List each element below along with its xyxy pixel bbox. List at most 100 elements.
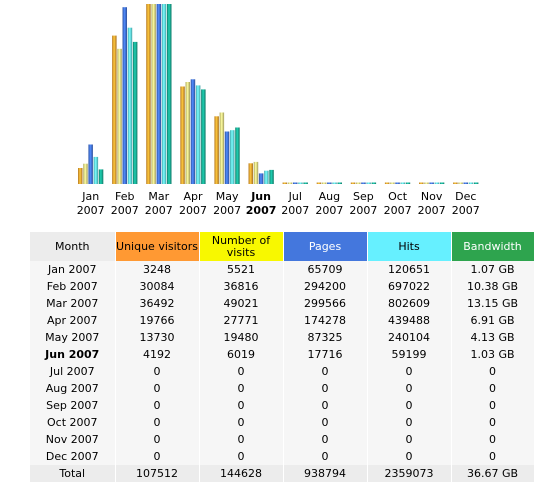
cell-month: Mar 2007	[30, 295, 116, 312]
cell-hits: 0	[367, 431, 452, 448]
x-tick-year-aug: 2007	[315, 204, 343, 217]
bar-visits-apr	[185, 82, 190, 184]
cell-month: Jun 2007	[30, 346, 116, 363]
x-tick-month-feb: Feb	[115, 190, 134, 203]
table-row: Dec 2007 0 0 0 0 0	[30, 448, 535, 465]
bar-uv-oct	[384, 182, 390, 184]
cell-bandwidth: 10.38 GB	[451, 278, 535, 295]
bar-uv-sep	[350, 182, 356, 184]
bar-visits-jun	[253, 161, 259, 184]
bar-bw-feb	[132, 41, 138, 185]
cell-pages: 65709	[283, 261, 368, 278]
x-tick-month-jul: Jul	[288, 190, 302, 203]
cell-pages: 0	[283, 448, 368, 465]
total-hits: 2359073	[367, 465, 452, 482]
cell-visits: 19480	[199, 329, 284, 346]
x-tick-year-sep: 2007	[349, 204, 377, 217]
bar-bw-nov	[439, 182, 445, 184]
x-tick-year-apr: 2007	[179, 204, 207, 217]
cell-bandwidth: 0	[451, 380, 535, 397]
cell-hits: 439488	[367, 312, 452, 329]
bar-pages-feb	[122, 7, 127, 185]
bar-uv-mar	[146, 4, 151, 184]
cell-visits: 27771	[199, 312, 284, 329]
bar-visits-may	[219, 112, 225, 184]
cell-pages: 0	[283, 397, 368, 414]
bar-pages-sep	[361, 182, 366, 184]
bar-hits-feb	[127, 27, 133, 185]
cell-bandwidth: 13.15 GB	[451, 295, 535, 312]
cell-unique-visitors: 30084	[115, 278, 200, 295]
header-number-of-visits: Number of visits	[199, 232, 284, 261]
bar-pages-jun	[258, 173, 264, 184]
x-tick-year-jan: 2007	[77, 204, 105, 217]
total-pages: 938794	[283, 465, 368, 482]
bar-visits-nov	[424, 182, 429, 184]
table-row: Oct 2007 0 0 0 0 0	[30, 414, 535, 431]
cell-month: Feb 2007	[30, 278, 116, 295]
bar-bw-dec	[473, 182, 479, 184]
bar-hits-nov	[434, 182, 440, 184]
bar-pages-jan	[88, 144, 93, 184]
bar-pages-jul	[293, 182, 298, 184]
cell-bandwidth: 4.13 GB	[451, 329, 535, 346]
bar-pages-may	[224, 131, 230, 184]
cell-hits: 802609	[367, 295, 452, 312]
monthly-history-chart: Jan2007Feb2007Mar2007Apr2007May2007Jun20…	[77, 4, 480, 217]
bar-bw-oct	[405, 182, 411, 184]
cell-bandwidth: 0	[451, 431, 535, 448]
cell-unique-visitors: 19766	[115, 312, 200, 329]
bar-pages-apr	[190, 79, 196, 184]
bar-visits-oct	[390, 182, 395, 184]
bar-uv-apr	[180, 86, 185, 184]
cell-visits: 0	[199, 397, 284, 414]
cell-bandwidth: 0	[451, 414, 535, 431]
bar-bw-jul	[303, 182, 308, 184]
total-unique-visitors: 107512	[115, 465, 200, 482]
bar-hits-oct	[400, 182, 405, 184]
bar-pages-aug	[327, 182, 332, 184]
cell-month: Dec 2007	[30, 448, 116, 465]
cell-visits: 36816	[199, 278, 284, 295]
cell-month: Aug 2007	[30, 380, 116, 397]
cell-unique-visitors: 36492	[115, 295, 200, 312]
cell-hits: 59199	[367, 346, 452, 363]
cell-hits: 0	[367, 363, 452, 380]
cell-month: Apr 2007	[30, 312, 116, 329]
cell-visits: 0	[199, 431, 284, 448]
cell-visits: 0	[199, 414, 284, 431]
bar-hits-jan	[93, 156, 99, 184]
bar-hits-apr	[195, 85, 201, 184]
bar-hits-jun	[264, 170, 269, 184]
bar-uv-nov	[419, 182, 424, 184]
bar-bw-sep	[371, 182, 377, 184]
total-label: Total	[30, 465, 116, 482]
bar-hits-aug	[332, 182, 337, 184]
bar-visits-aug	[321, 182, 327, 184]
cell-hits: 0	[367, 448, 452, 465]
table-row: May 2007 13730 19480 87325 240104 4.13 GB	[30, 329, 535, 346]
table-header-row: Month Unique visitors Number of visits P…	[30, 232, 535, 261]
cell-pages: 0	[283, 363, 368, 380]
cell-unique-visitors: 3248	[115, 261, 200, 278]
x-tick-month-may: May	[216, 190, 239, 203]
cell-bandwidth: 0	[451, 363, 535, 380]
bar-uv-jan	[78, 168, 83, 184]
cell-pages: 294200	[283, 278, 368, 295]
bar-uv-dec	[453, 182, 458, 184]
bar-hits-may	[230, 130, 235, 184]
table-row: Aug 2007 0 0 0 0 0	[30, 380, 535, 397]
cell-visits: 6019	[199, 346, 284, 363]
cell-hits: 120651	[367, 261, 452, 278]
bar-bw-mar	[167, 4, 172, 184]
bar-pages-oct	[395, 182, 400, 184]
cell-month: Oct 2007	[30, 414, 116, 431]
table-row: Apr 2007 19766 27771 174278 439488 6.91 GB	[30, 312, 535, 329]
cell-hits: 240104	[367, 329, 452, 346]
bar-visits-dec	[458, 182, 463, 184]
cell-month: Jan 2007	[30, 261, 116, 278]
bar-visits-feb	[117, 48, 122, 184]
header-hits: Hits	[367, 232, 452, 261]
monthly-stats-table: Month Unique visitors Number of visits P…	[30, 232, 535, 482]
x-tick-month-aug: Aug	[319, 190, 340, 203]
